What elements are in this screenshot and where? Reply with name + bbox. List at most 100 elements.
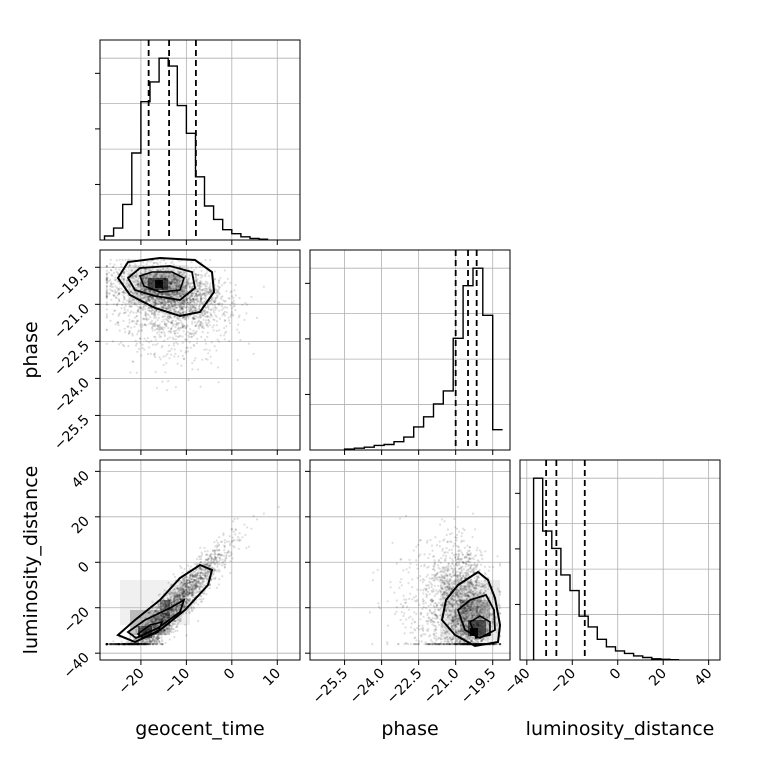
scatter-point <box>114 296 117 299</box>
scatter-point <box>144 317 148 320</box>
scatter-point <box>154 312 157 315</box>
scatter-point <box>155 280 158 283</box>
scatter-point <box>174 282 177 285</box>
scatter-point <box>171 322 174 325</box>
scatter-point <box>217 288 220 291</box>
scatter-point <box>114 276 117 279</box>
scatter-point <box>144 276 147 279</box>
scatter-point <box>152 297 155 300</box>
scatter-point <box>198 320 201 323</box>
scatter-point <box>158 282 162 285</box>
scatter-point <box>154 314 157 317</box>
scatter-point <box>170 321 173 324</box>
scatter-point <box>175 293 178 296</box>
scatter-point <box>181 290 184 293</box>
scatter-point <box>134 344 137 347</box>
scatter-point <box>178 305 181 308</box>
scatter-point <box>163 298 166 301</box>
scatter-point <box>198 287 201 290</box>
scatter-point <box>191 303 194 306</box>
scatter-point <box>193 304 196 307</box>
scatter-point <box>163 301 166 304</box>
scatter-point <box>194 324 197 327</box>
scatter-point <box>237 323 240 326</box>
scatter-point <box>228 319 231 322</box>
scatter-point <box>123 311 126 314</box>
scatter-point <box>172 269 175 272</box>
scatter-point <box>135 291 138 295</box>
scatter-point <box>204 306 207 309</box>
scatter-point <box>184 585 187 589</box>
scatter-point <box>174 306 177 309</box>
scatter-point <box>157 316 160 320</box>
scatter-point <box>199 297 202 300</box>
scatter-point <box>200 312 204 315</box>
scatter-point <box>139 306 142 309</box>
scatter-point <box>161 287 165 291</box>
scatter-point <box>140 326 143 329</box>
scatter-point <box>115 259 118 262</box>
scatter-point <box>217 340 220 343</box>
scatter-point <box>154 273 157 277</box>
scatter-point <box>180 566 183 570</box>
scatter-point <box>148 277 151 280</box>
scatter-point <box>109 281 113 284</box>
scatter-point <box>181 301 184 305</box>
scatter-point <box>218 317 222 320</box>
scatter-point <box>142 317 145 320</box>
scatter-point <box>154 292 157 295</box>
scatter-point <box>105 273 108 276</box>
scatter-point <box>209 308 212 312</box>
scatter-point <box>176 278 180 281</box>
scatter-point <box>223 326 226 330</box>
scatter-point <box>132 302 136 305</box>
scatter-point <box>145 268 148 271</box>
scatter-point <box>161 344 164 347</box>
scatter-point <box>157 282 161 285</box>
scatter-point <box>156 277 160 280</box>
scatter-point <box>180 307 184 310</box>
scatter-point <box>183 305 186 308</box>
scatter-point <box>162 287 165 290</box>
scatter-point <box>179 334 182 337</box>
scatter-point <box>205 291 208 294</box>
scatter-point <box>198 313 201 316</box>
scatter-point <box>122 311 125 315</box>
scatter-point <box>177 310 180 313</box>
scatter-point <box>206 290 209 293</box>
scatter-point <box>168 301 171 304</box>
scatter-point <box>167 282 170 285</box>
scatter-point <box>191 300 194 303</box>
scatter-point <box>136 305 139 308</box>
scatter-point <box>182 324 185 327</box>
scatter-point <box>122 301 125 304</box>
scatter-point <box>199 316 202 319</box>
scatter-point <box>167 277 170 280</box>
scatter-point <box>204 321 207 324</box>
scatter-point <box>144 282 147 285</box>
scatter-point <box>115 297 118 300</box>
scatter-point <box>178 277 182 280</box>
scatter-point <box>236 358 239 362</box>
scatter-point <box>234 294 237 297</box>
scatter-point <box>146 313 149 316</box>
scatter-point <box>128 304 131 308</box>
scatter-point <box>151 329 154 332</box>
scatter-point <box>250 527 253 530</box>
scatter-point <box>214 289 217 292</box>
scatter-point <box>113 295 116 298</box>
scatter-point <box>136 323 139 326</box>
scatter-point <box>150 277 153 280</box>
scatter-point <box>178 279 181 282</box>
scatter-point <box>167 287 170 290</box>
scatter-point <box>168 269 171 272</box>
scatter-point <box>204 338 207 341</box>
scatter-point <box>161 293 165 296</box>
scatter-point <box>155 275 158 278</box>
scatter-point <box>196 368 200 371</box>
scatter-point <box>229 315 232 318</box>
scatter-point <box>149 278 153 281</box>
scatter-point <box>185 339 188 342</box>
scatter-point <box>155 386 159 389</box>
scatter-point <box>181 326 184 329</box>
